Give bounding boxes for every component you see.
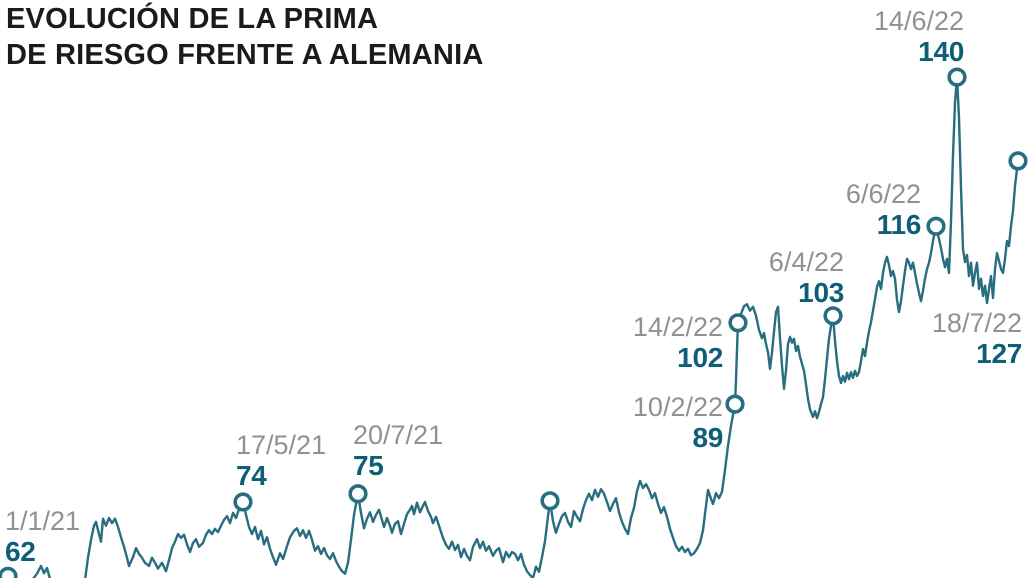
annotation-value: 74 — [236, 460, 267, 492]
annotation-date: 1/1/21 — [5, 506, 81, 536]
annotation-value: 103 — [798, 277, 844, 309]
data-point-marker — [926, 216, 946, 236]
data-point-marker — [823, 306, 843, 326]
annotation-date: 18/7/22 — [931, 308, 1022, 338]
annotation: 6/4/22 103 — [769, 247, 844, 309]
annotation-date: 14/6/22 — [873, 6, 964, 36]
annotation: 17/5/21 74 — [236, 430, 326, 492]
data-point-marker — [540, 491, 560, 511]
annotation: 1/1/21 62 — [5, 506, 80, 568]
annotation-value: 102 — [677, 342, 723, 374]
data-point-marker — [947, 67, 967, 87]
data-point-marker — [1008, 151, 1028, 171]
data-point-marker — [0, 566, 18, 578]
title-line-1: EVOLUCIÓN DE LA PRIMA — [6, 3, 379, 35]
annotation-value: 127 — [976, 338, 1022, 370]
data-point-markers — [0, 67, 1028, 578]
annotation: 6/6/22 116 — [846, 179, 921, 241]
title-line-2: DE RIESGO FRENTE A ALEMANIA — [6, 38, 484, 71]
annotation: 14/2/22 102 — [633, 312, 723, 374]
annotation-date: 14/2/22 — [632, 312, 723, 342]
annotation: 18/7/22 127 — [932, 308, 1022, 370]
annotation-date: 6/4/22 — [768, 247, 844, 277]
annotation-value: 62 — [5, 536, 36, 568]
annotation-date: 17/5/21 — [236, 430, 327, 460]
data-point-marker — [233, 492, 253, 512]
data-point-marker — [728, 313, 748, 333]
annotation-date: 10/2/22 — [632, 392, 723, 422]
risk-premium-line — [6, 75, 1020, 578]
annotation-date: 6/6/22 — [845, 179, 921, 209]
annotation-value: 89 — [692, 422, 723, 454]
data-point-marker — [348, 484, 368, 504]
page-title: EVOLUCIÓN DE LA PRIMA DE RIESGO FRENTE A… — [6, 2, 483, 74]
annotation-value: 116 — [876, 209, 922, 241]
annotation: 14/6/22 140 — [874, 6, 964, 68]
annotation-date: 20/7/21 — [353, 420, 444, 450]
data-point-marker — [725, 394, 745, 414]
annotation-value: 140 — [918, 36, 964, 68]
annotation: 20/7/21 75 — [353, 420, 443, 482]
annotation: 10/2/22 89 — [633, 392, 723, 454]
annotation-value: 75 — [353, 450, 384, 482]
